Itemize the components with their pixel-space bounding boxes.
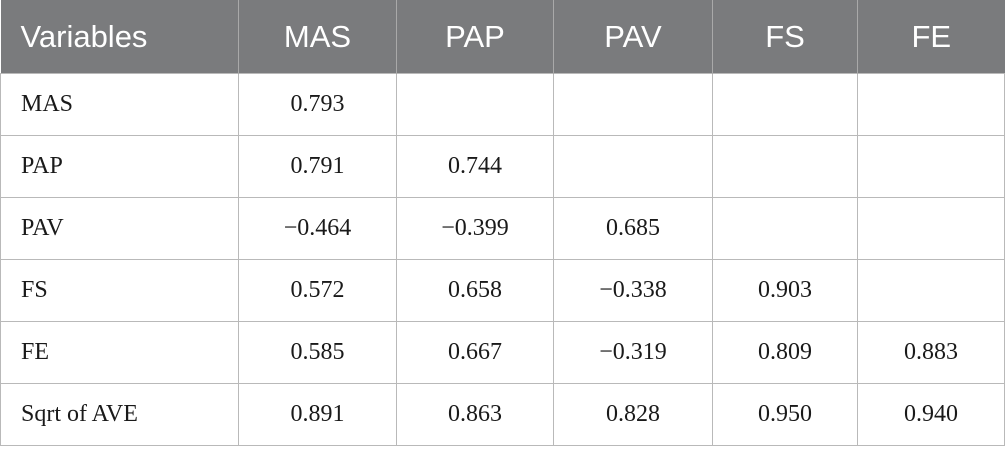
table-cell: 0.891: [238, 383, 397, 446]
row-label-pap: PAP: [0, 135, 239, 198]
header-mas: MAS: [238, 0, 397, 74]
row-label-pav: PAV: [0, 197, 239, 260]
table-cell: 0.828: [553, 383, 713, 446]
table-cell: [553, 135, 713, 198]
table-cell: 0.744: [396, 135, 554, 198]
table-cell: 0.793: [238, 73, 397, 136]
table-cell: 0.658: [396, 259, 554, 322]
table-cell: 0.685: [553, 197, 713, 260]
table-cell: [553, 73, 713, 136]
table-cell: [712, 135, 858, 198]
table-cell: −0.399: [396, 197, 554, 260]
correlation-table-container: Variables MAS PAP PAV FS FE MAS 0.793 PA…: [0, 0, 1005, 446]
table-cell: 0.950: [712, 383, 858, 446]
table-cell: 0.791: [238, 135, 397, 198]
table-cell: 0.667: [396, 321, 554, 384]
table-cell: [857, 73, 1005, 136]
table-cell: 0.863: [396, 383, 554, 446]
table-row: FS 0.572 0.658 −0.338 0.903: [0, 259, 1005, 322]
table-cell: −0.319: [553, 321, 713, 384]
row-label-fe: FE: [0, 321, 239, 384]
row-label-mas: MAS: [0, 73, 239, 136]
table-cell: 0.883: [857, 321, 1005, 384]
table-row: PAP 0.791 0.744: [0, 135, 1005, 198]
header-fe: FE: [857, 0, 1005, 74]
table-cell: 0.809: [712, 321, 858, 384]
header-row: Variables MAS PAP PAV FS FE: [0, 0, 1005, 74]
table-row: PAV −0.464 −0.399 0.685: [0, 197, 1005, 260]
table-cell: 0.903: [712, 259, 858, 322]
table-cell: [857, 259, 1005, 322]
table-cell: [712, 197, 858, 260]
table-cell: [712, 73, 858, 136]
correlation-table: Variables MAS PAP PAV FS FE MAS 0.793 PA…: [0, 0, 1005, 446]
row-label-sqrt-ave: Sqrt of AVE: [0, 383, 239, 446]
table-cell: [857, 135, 1005, 198]
row-label-fs: FS: [0, 259, 239, 322]
table-cell: 0.572: [238, 259, 397, 322]
table-cell: −0.338: [553, 259, 713, 322]
header-pav: PAV: [553, 0, 713, 74]
table-cell: 0.585: [238, 321, 397, 384]
table-cell: 0.940: [857, 383, 1005, 446]
header-pap: PAP: [396, 0, 554, 74]
table-cell: −0.464: [238, 197, 397, 260]
header-variables: Variables: [0, 0, 239, 74]
header-fs: FS: [712, 0, 858, 74]
table-row: Sqrt of AVE 0.891 0.863 0.828 0.950 0.94…: [0, 383, 1005, 446]
table-cell: [857, 197, 1005, 260]
table-row: MAS 0.793: [0, 73, 1005, 136]
table-cell: [396, 73, 554, 136]
table-row: FE 0.585 0.667 −0.319 0.809 0.883: [0, 321, 1005, 384]
